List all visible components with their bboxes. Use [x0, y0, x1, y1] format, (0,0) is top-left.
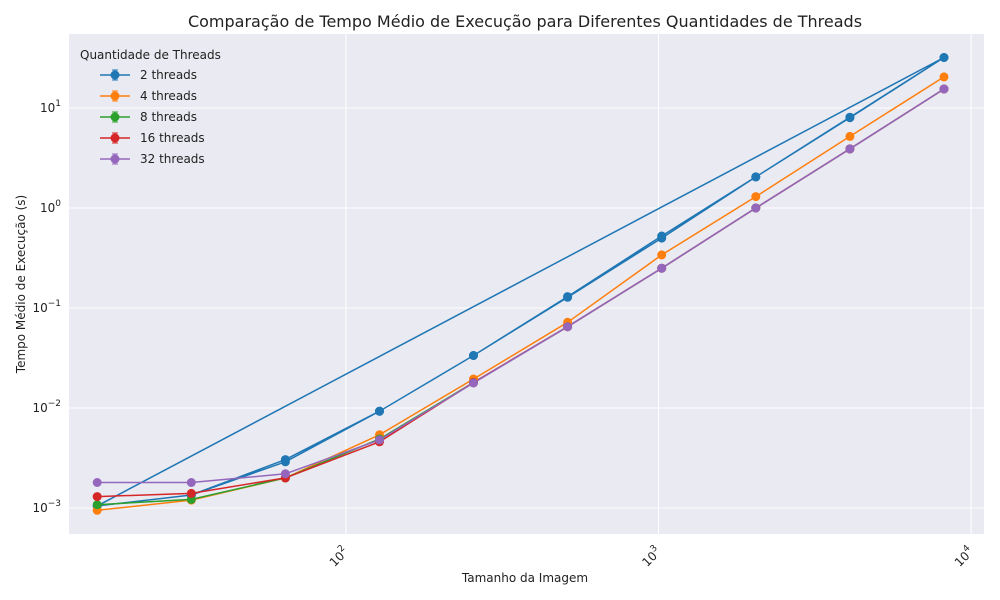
y-tick-exponent: 0 — [55, 199, 61, 209]
y-tick-base: 10 — [40, 101, 55, 115]
data-point — [280, 457, 290, 467]
data-point — [563, 322, 573, 332]
legend-label: 2 threads — [140, 68, 197, 82]
data-point — [751, 203, 761, 213]
data-point — [92, 478, 102, 487]
series-line — [97, 88, 945, 484]
legend: Quantidade de Threads 2 threads 4 threads… — [80, 48, 221, 166]
y-tick-label: 100 — [40, 199, 61, 215]
y-tick-exponent: −1 — [48, 299, 61, 309]
data-point — [657, 233, 667, 243]
data-point — [751, 172, 761, 182]
data-point — [280, 469, 290, 479]
y-tick-exponent: 1 — [55, 99, 61, 109]
legend-marker — [110, 133, 120, 143]
legend-marker — [110, 91, 120, 101]
y-tick-base: 10 — [32, 401, 47, 415]
y-axis-label: Tempo Médio de Execução (s) — [14, 195, 28, 374]
data-point — [939, 84, 949, 94]
x-tick-exponent: 3 — [649, 543, 660, 554]
legend-marker — [110, 154, 120, 164]
y-tick-base: 10 — [32, 501, 47, 515]
data-point — [657, 250, 667, 260]
data-point — [845, 144, 855, 154]
series-line — [96, 56, 945, 507]
y-tick-exponent: −2 — [48, 399, 61, 409]
x-tick-exponent: 2 — [336, 543, 347, 554]
y-tick-label: 10−2 — [32, 399, 61, 415]
data-point — [375, 406, 384, 416]
legend-label: 16 threads — [140, 131, 205, 145]
data-point — [92, 492, 102, 502]
data-point — [845, 131, 855, 141]
y-tick-label: 101 — [40, 99, 61, 115]
grid — [69, 34, 984, 534]
legend-title: Quantidade de Threads — [80, 48, 221, 62]
legend-label: 32 threads — [140, 152, 205, 166]
data-point — [563, 292, 573, 302]
data-point — [845, 113, 855, 123]
data-point — [751, 192, 761, 202]
data-point — [657, 263, 667, 273]
y-tick-label: 10−3 — [32, 499, 61, 515]
chart-title: Comparação de Tempo Médio de Execução pa… — [188, 12, 862, 31]
x-axis-label: Tamanho da Imagem — [461, 571, 588, 585]
y-tick-base: 10 — [32, 301, 47, 315]
data-point — [92, 500, 102, 510]
legend-label: 8 threads — [140, 110, 197, 124]
legend-label: 4 threads — [140, 89, 197, 103]
series-points — [92, 53, 949, 515]
data-point — [375, 435, 384, 445]
data-point — [186, 478, 196, 487]
legend-marker — [110, 112, 120, 122]
data-point — [186, 488, 196, 498]
series-lines — [96, 56, 945, 512]
x-tick-exponent: 4 — [961, 543, 972, 554]
data-point — [469, 351, 478, 360]
legend-marker — [110, 70, 120, 80]
data-point — [469, 378, 478, 388]
y-tick-base: 10 — [40, 201, 55, 215]
y-tick-exponent: −3 — [48, 499, 61, 509]
data-point — [939, 53, 949, 62]
y-tick-label: 10−1 — [32, 299, 61, 315]
data-point — [939, 72, 949, 82]
